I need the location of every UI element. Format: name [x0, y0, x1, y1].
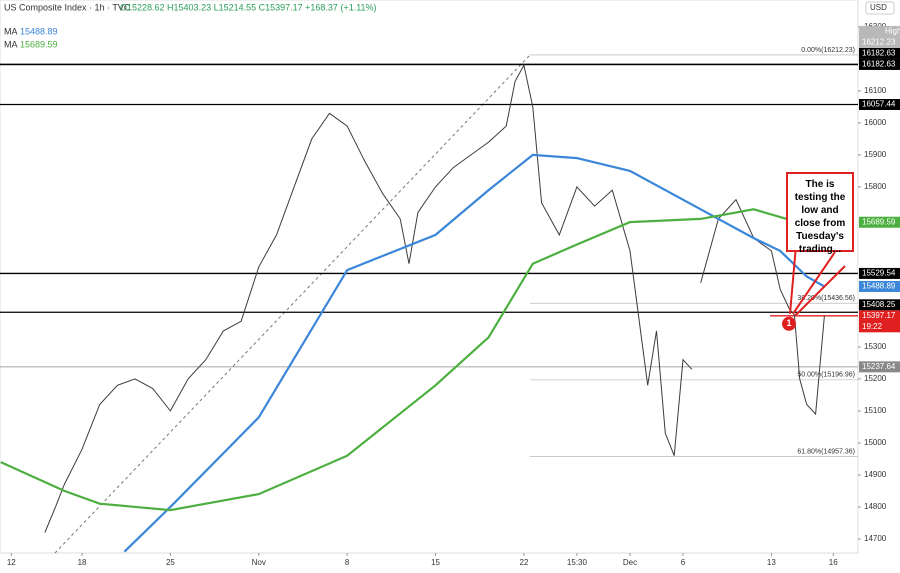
price-label: 16057.44 — [862, 100, 896, 109]
price-label-bg — [859, 36, 900, 48]
y-tick-label: 15900 — [864, 150, 887, 159]
price-label: 15397.17 — [862, 311, 896, 320]
chart-title: US Composite Index · 1h · TVC — [4, 2, 131, 12]
price-label-bg — [859, 310, 900, 333]
x-tick-label: 13 — [767, 558, 776, 567]
x-tick-label: Dec — [623, 558, 637, 567]
high-label-bg — [859, 25, 900, 37]
price-label: 15237.64 — [862, 362, 896, 371]
price-label-bg — [859, 280, 900, 292]
countdown: 19:22 — [862, 322, 883, 331]
annotation-arrow — [794, 265, 846, 317]
annotation-arrow — [792, 251, 836, 315]
currency-box[interactable] — [865, 1, 895, 15]
price-label: 15408.25 — [862, 300, 896, 309]
annotation-box: The is testing the low and close from Tu… — [786, 172, 854, 255]
fib-trendline — [54, 54, 531, 554]
price-label-bg — [859, 361, 900, 373]
y-tick-label: 14900 — [864, 470, 887, 479]
x-tick-label: 15 — [431, 558, 440, 567]
fib-label: 38.20%(15436.56) — [797, 295, 855, 302]
price-label: 16182.63 — [862, 49, 896, 58]
y-tick-label: 15000 — [864, 438, 887, 447]
annotation-marker-label: 1 — [786, 318, 791, 328]
ma-value: 15488.89 — [20, 26, 58, 36]
price-label-bg — [859, 216, 900, 228]
ma-name: MA — [4, 26, 18, 36]
price-label-bg — [859, 99, 900, 111]
y-tick-label: 16000 — [864, 118, 887, 127]
y-tick-label: 15200 — [864, 374, 887, 383]
y-tick-label: 15800 — [864, 182, 887, 191]
x-tick-label: 15:30 — [567, 558, 588, 567]
ma-value: 15689.59 — [20, 39, 58, 49]
price-label-bg — [859, 58, 900, 70]
x-tick-label: 18 — [78, 558, 87, 567]
price-label: 16212.23 — [862, 38, 896, 47]
y-tick-label: 14800 — [864, 502, 887, 511]
price-label-bg — [859, 299, 900, 311]
ma-name: MA — [4, 39, 18, 49]
y-tick-label: 14700 — [864, 534, 887, 543]
high-label: High — [885, 27, 900, 36]
fib-label: 0.00%(16212.23) — [801, 47, 855, 54]
y-tick-label: 15100 — [864, 406, 887, 415]
price-label-bg — [859, 267, 900, 279]
x-tick-label: 16 — [829, 558, 838, 567]
x-tick-label: Nov — [252, 558, 266, 567]
y-tick-label: 16100 — [864, 86, 887, 95]
price-line — [44, 63, 825, 533]
x-tick-label: 22 — [519, 558, 528, 567]
price-label: 15529.54 — [862, 269, 896, 278]
ohlc: O15228.62 H15403.23 L15214.55 C15397.17 … — [120, 2, 377, 12]
x-tick-label: 8 — [345, 558, 350, 567]
moving-average — [0, 208, 799, 512]
currency: USD — [870, 3, 887, 12]
moving-average — [123, 153, 825, 553]
price-label: 15689.59 — [862, 217, 896, 226]
annotation-marker — [782, 316, 796, 331]
plot-frame — [0, 0, 859, 554]
price-label: 16182.63 — [862, 60, 896, 69]
x-tick-label: 25 — [166, 558, 175, 567]
y-tick-label: 15300 — [864, 342, 887, 351]
x-tick-label: 6 — [681, 558, 686, 567]
price-label-bg — [859, 47, 900, 59]
x-tick-label: 12 — [7, 558, 16, 567]
fib-label: 61.80%(14957.36) — [797, 448, 855, 455]
price-label: 15488.89 — [862, 282, 896, 291]
fib-label: 50.00%(15196.96) — [797, 372, 855, 379]
